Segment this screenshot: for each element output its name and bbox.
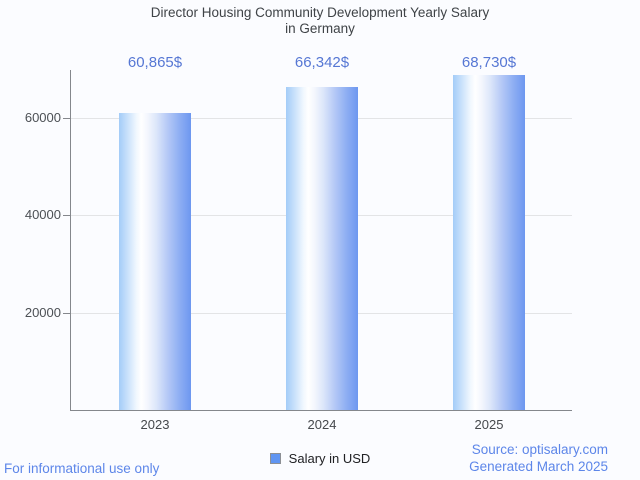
legend-marker-icon [269, 452, 281, 464]
bar-2024[interactable] [286, 87, 358, 410]
value-label-2023: 60,865$ [127, 54, 183, 71]
legend: Salary in USD [0, 450, 640, 466]
value-label-2024: 66,342$ [294, 54, 350, 71]
y-axis-tick-60000 [63, 118, 70, 119]
source-text: Source: optisalary.com [471, 442, 608, 457]
disclaimer-text: For informational use only [4, 461, 160, 476]
y-axis-label-40000: 40000 [24, 207, 61, 222]
y-axis-label-60000: 60000 [24, 110, 61, 125]
y-axis-label-20000: 20000 [24, 305, 61, 320]
bar-2023[interactable] [119, 113, 191, 410]
x-axis-label-2025: 2025 [474, 417, 504, 432]
chart-title-line1: Director Housing Community Development Y… [150, 5, 490, 20]
chart-title-line2: in Germany [285, 21, 355, 36]
bar-2025[interactable] [453, 75, 525, 410]
generated-text: Generated March 2025 [469, 458, 608, 474]
y-axis-tick-40000 [63, 215, 70, 216]
source-block: Source: optisalary.com Generated March 2… [469, 442, 608, 475]
legend-label: Salary in USD [288, 450, 371, 466]
chart-title: Director Housing Community Development Y… [0, 5, 640, 37]
y-axis-tick-20000 [63, 313, 70, 314]
value-label-2025: 68,730$ [461, 54, 517, 71]
x-axis-label-2024: 2024 [307, 417, 337, 432]
plot-area: 20000 40000 60000 60,865$ 2023 66,342$ 2024 68,… [25, 54, 572, 432]
x-axis-label-2023: 2023 [140, 417, 170, 432]
